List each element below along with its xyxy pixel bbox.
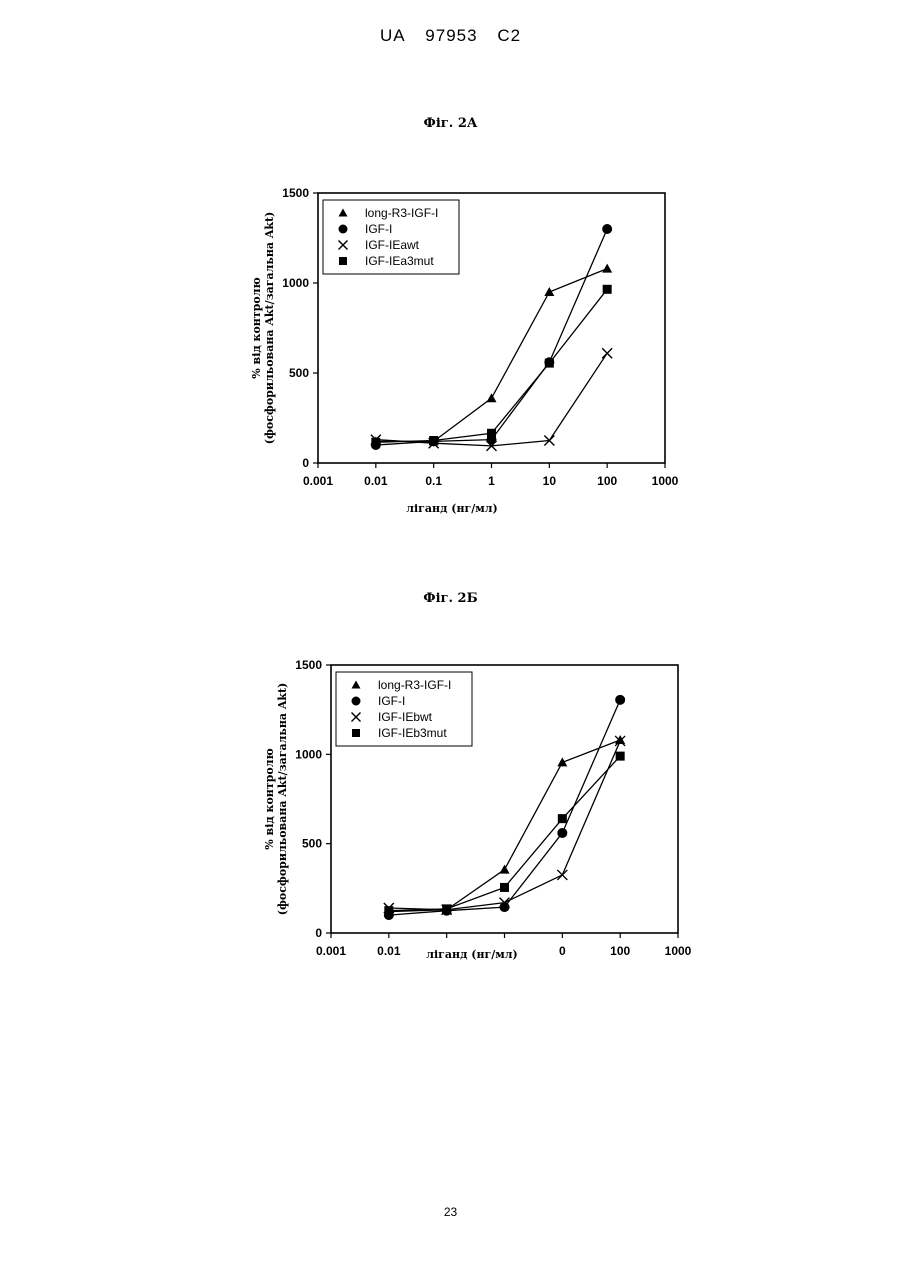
y-axis-label-2: (фосфорильована Akt/загальна Akt) — [263, 212, 276, 445]
data-point-square — [487, 429, 496, 438]
data-point-triangle — [500, 865, 510, 874]
y-tick-label: 500 — [289, 366, 309, 380]
y-tick-label: 1000 — [282, 276, 309, 290]
x-tick-label: 1000 — [665, 944, 692, 958]
legend-label: IGF-IEb3mut — [378, 726, 447, 740]
x-tick-label: 0.01 — [364, 474, 388, 488]
y-tick-label: 0 — [302, 456, 309, 470]
x-tick-label: 0.1 — [425, 474, 442, 488]
y-axis-label-2: (фосфорильована Akt/загальна Akt) — [276, 683, 289, 916]
legend-marker-circle — [352, 697, 361, 706]
y-tick-label: 1000 — [295, 747, 322, 761]
y-tick-label: 1500 — [282, 186, 309, 200]
legend-label: IGF-IEbwt — [378, 710, 433, 724]
data-point-triangle — [557, 757, 567, 766]
figure-2a-chart: 0.001 0.01 0.1 1 10 100 1000 0 500 1000 1500 long-R… — [0, 170, 901, 530]
data-point-circle — [615, 695, 625, 705]
x-tick-label: 0.001 — [316, 944, 346, 958]
legend-marker-circle — [339, 225, 348, 234]
data-point-square — [603, 285, 612, 294]
patent-header: UA 97953 C2 — [0, 26, 901, 46]
figure-2b-chart: 0.001 0.01 0 100 1000 0 500 1000 1500 long-R3-IGF… — [0, 645, 901, 975]
data-point-triangle — [487, 393, 497, 402]
y-tick-label: 500 — [302, 837, 322, 851]
y-tick-label: 0 — [315, 926, 322, 940]
data-point-square — [371, 438, 380, 447]
legend-label: long-R3-IGF-I — [378, 678, 451, 692]
x-tick-label: 0.001 — [303, 474, 333, 488]
data-point-x — [602, 348, 612, 358]
data-point-triangle — [615, 735, 625, 744]
y-axis-label: % від контролю — [250, 277, 263, 378]
data-point-circle — [557, 828, 567, 838]
x-tick-label: 100 — [610, 944, 630, 958]
legend-label: IGF-IEa3mut — [365, 254, 434, 268]
data-point-triangle — [544, 287, 554, 296]
legend: long-R3-IGF-I IGF-I IGF-IEawt IGF-IEa3mut — [323, 200, 459, 274]
x-axis-label: ліганд (нг/мл) — [426, 948, 518, 961]
data-point-square — [616, 752, 625, 761]
legend-marker-square — [352, 729, 360, 737]
legend-label: IGF-IEawt — [365, 238, 420, 252]
page-number: 23 — [0, 1205, 901, 1219]
data-point-square — [442, 904, 451, 913]
data-point-square — [429, 436, 438, 445]
x-tick-label: 100 — [597, 474, 617, 488]
series-line-0 — [376, 269, 607, 442]
series-line-3 — [376, 289, 607, 442]
legend: long-R3-IGF-I IGF-I IGF-IEbwt IGF-IEb3mut — [336, 672, 472, 746]
header-kind: C2 — [497, 26, 521, 45]
header-country: UA — [380, 26, 406, 45]
y-axis-label: % від контролю — [263, 748, 276, 849]
data-point-circle — [602, 224, 612, 234]
x-tick-label: 10 — [543, 474, 557, 488]
header-number: 97953 — [425, 26, 477, 45]
y-tick-label: 1500 — [295, 658, 322, 672]
data-point-square — [384, 906, 393, 915]
data-point-x — [557, 870, 567, 880]
x-tick-label: 0.01 — [377, 944, 401, 958]
legend-label: long-R3-IGF-I — [365, 206, 438, 220]
legend-label: IGF-I — [378, 694, 405, 708]
legend-label: IGF-I — [365, 222, 392, 236]
data-point-square — [500, 883, 509, 892]
x-tick-label: 0 — [559, 944, 566, 958]
x-tick-label: 1 — [488, 474, 495, 488]
data-point-triangle — [602, 264, 612, 273]
data-point-square — [545, 359, 554, 368]
x-axis-label: ліганд (нг/мл) — [406, 502, 498, 515]
x-tick-label: 1000 — [652, 474, 679, 488]
legend-marker-square — [339, 257, 347, 265]
figure-2b-title: Фіг. 2Б — [0, 591, 901, 606]
data-point-square — [558, 814, 567, 823]
figure-2a-title: Фіг. 2А — [0, 116, 901, 131]
